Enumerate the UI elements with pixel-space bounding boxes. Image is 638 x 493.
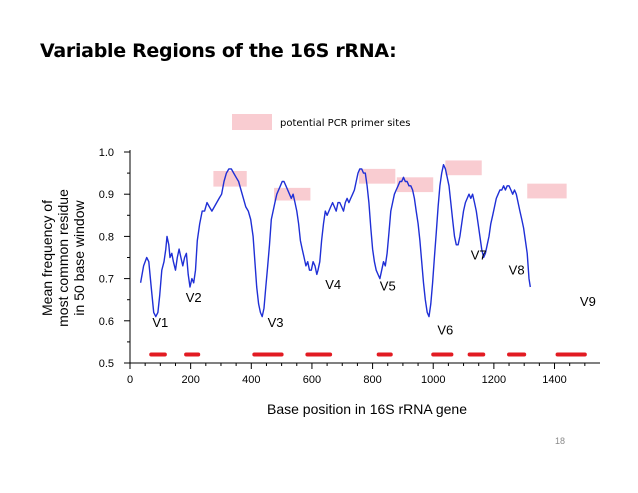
x-tick-label: 0 (127, 374, 133, 386)
legend-swatch (232, 114, 272, 130)
x-tick-label: 1200 (482, 374, 506, 386)
legend-label: potential PCR primer sites (280, 118, 411, 129)
region-label-v1: V1 (152, 315, 168, 330)
x-tick-label: 1400 (542, 374, 566, 386)
x-axis-title: Base position in 16S rRNA gene (267, 401, 467, 417)
y-tick-label: 0.8 (99, 231, 114, 243)
primer-windows-group (213, 160, 567, 201)
series-line-1 (139, 164, 531, 318)
y-axis-title: Mean frequency of most common residue in 5… (39, 189, 87, 327)
primer-window-3 (358, 168, 396, 184)
region-label-v4: V4 (325, 277, 341, 292)
y-axis-title-line-1: Mean frequency of (39, 200, 55, 316)
region-label-v3: V3 (268, 315, 284, 330)
region-label-v9: V9 (580, 294, 596, 309)
y-tick-label: 0.9 (99, 189, 114, 201)
region-labels-group: V1 V2 V3 V4 V5 V6 V7 V8 V9 (152, 248, 595, 338)
y-axis-title-text: Mean frequency of most common residue in 5… (39, 189, 87, 327)
y-tick-label: 0.6 (99, 316, 114, 328)
slide-title: Variable Regions of the 16S rRNA: (40, 40, 397, 62)
x-tick-label: 200 (181, 374, 199, 386)
y-axis-title-line-3: in 50 base window (71, 200, 87, 316)
x-tick-label: 600 (303, 374, 321, 386)
y-tick-label: 0.5 (99, 358, 114, 370)
primer-window-6 (527, 183, 567, 199)
series-layer (139, 164, 531, 318)
region-label-v2: V2 (186, 290, 202, 305)
x-tick-label: 800 (363, 374, 381, 386)
x-tick-label: 1000 (421, 374, 445, 386)
axes: 0 200 400 600 800 1000 1200 1400 0.5 0.6 0.7 0.8 0.9… (99, 147, 600, 386)
region-label-v5: V5 (380, 278, 396, 293)
slide-number: 18 (555, 436, 566, 446)
y-axis-title-line-2: most common residue (55, 189, 71, 327)
region-label-v7: V7 (471, 248, 487, 263)
primer-window-5 (445, 160, 482, 176)
legend: potential PCR primer sites (232, 114, 411, 130)
region-label-v8: V8 (509, 262, 525, 277)
primer-window-2 (274, 187, 311, 201)
x-tick-label: 400 (242, 374, 260, 386)
y-tick-label: 1.0 (99, 147, 114, 159)
primer-window-1 (213, 170, 247, 187)
y-tick-label: 0.7 (99, 274, 114, 286)
region-label-v6: V6 (437, 322, 453, 337)
